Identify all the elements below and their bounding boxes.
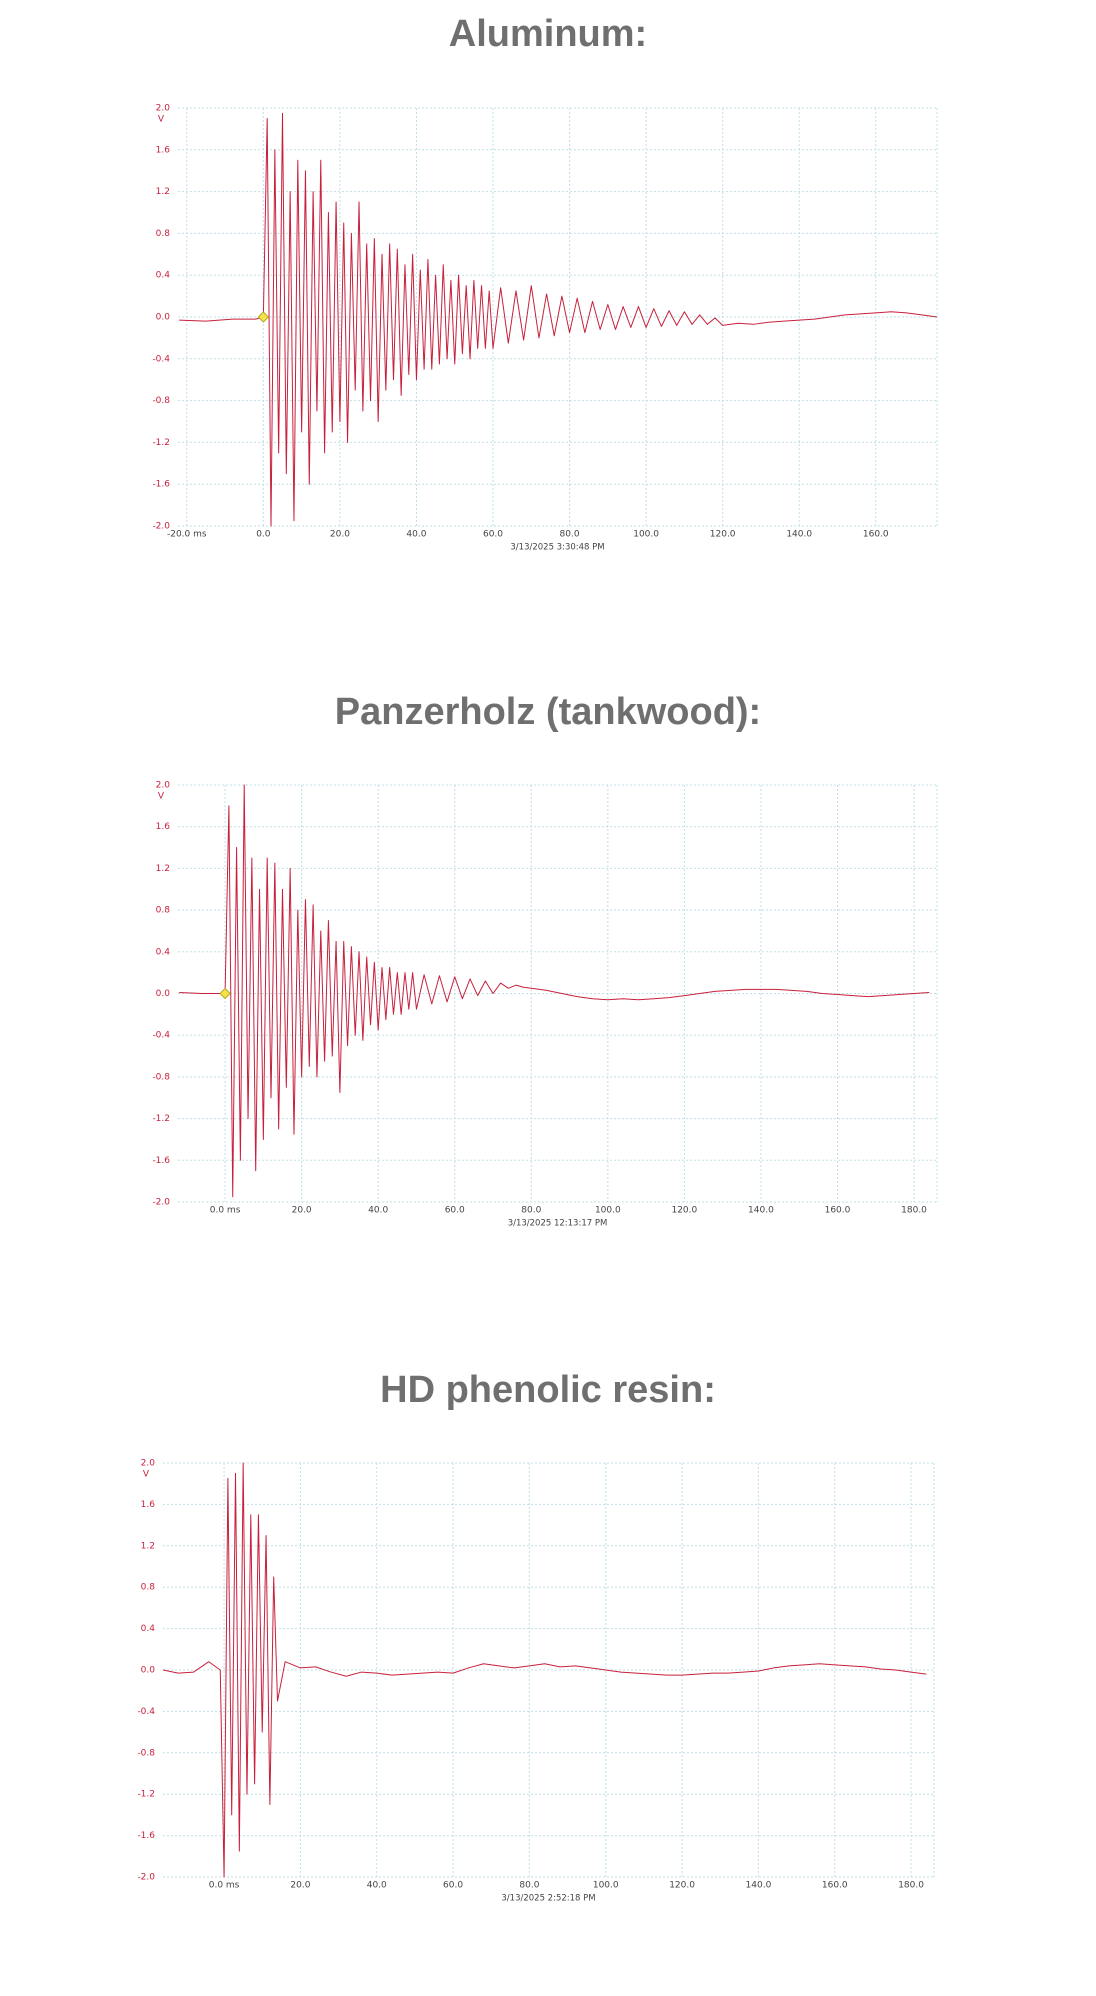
x-tick-label: 80.0 [519, 1881, 539, 1891]
x-tick-label: 160.0 [825, 1206, 851, 1216]
y-tick-label: -1.6 [152, 1156, 170, 1166]
x-tick-label: 60.0 [443, 1881, 463, 1891]
y-tick-label: -0.4 [152, 354, 170, 364]
x-axis-label: 3/13/2025 2:52:18 PM [501, 1894, 595, 1904]
y-tick-label: 1.6 [156, 145, 171, 155]
x-tick-label: 0.0 [256, 530, 271, 540]
y-tick-label: 0.0 [141, 1666, 156, 1676]
chart-title: Aluminum: [449, 13, 647, 55]
x-tick-label: 20.0 [330, 530, 350, 540]
x-tick-label: 100.0 [595, 1206, 621, 1216]
y-unit: V [143, 1470, 150, 1480]
x-tick-label: 40.0 [367, 1881, 387, 1891]
x-tick-label: -20.0 ms [167, 530, 207, 540]
x-tick-label: 100.0 [633, 530, 659, 540]
x-tick-label: 60.0 [483, 530, 503, 540]
x-tick-label: 80.0 [560, 530, 580, 540]
x-tick-label: 40.0 [368, 1206, 388, 1216]
y-tick-label: 2.0 [156, 781, 171, 791]
y-tick-label: 0.4 [156, 271, 171, 281]
trigger-marker [219, 987, 231, 1000]
chart-title: HD phenolic resin: [380, 1369, 716, 1411]
y-tick-label: -0.8 [152, 1072, 170, 1082]
x-tick-label: 60.0 [445, 1206, 465, 1216]
y-tick-label: 1.2 [156, 187, 170, 197]
trigger-marker [257, 311, 270, 323]
y-tick-label: 0.8 [141, 1583, 156, 1593]
y-tick-label: 1.6 [141, 1500, 156, 1510]
y-unit: V [158, 115, 165, 125]
x-tick-label: 20.0 [292, 1206, 312, 1216]
signal-line [179, 784, 930, 1198]
y-tick-label: -1.6 [137, 1831, 155, 1841]
x-axis-label: 3/13/2025 12:13:17 PM [508, 1219, 608, 1229]
x-tick-label: 140.0 [746, 1881, 772, 1891]
x-tick-label: 180.0 [898, 1881, 924, 1891]
y-tick-label: -1.2 [152, 438, 170, 448]
y-tick-label: -0.4 [152, 1031, 170, 1041]
y-tick-label: -2.0 [152, 1198, 170, 1208]
x-tick-label: 100.0 [593, 1881, 619, 1891]
y-tick-label: 1.2 [141, 1541, 155, 1551]
x-tick-label: 160.0 [822, 1881, 848, 1891]
x-tick-label: 40.0 [406, 530, 426, 540]
y-tick-label: -0.4 [137, 1707, 155, 1717]
signal-line [162, 1462, 927, 1878]
y-tick-label: 0.0 [156, 989, 171, 999]
y-tick-label: 0.4 [141, 1624, 156, 1634]
x-tick-label: 140.0 [748, 1206, 774, 1216]
y-tick-label: 0.0 [156, 313, 171, 323]
y-tick-label: 0.4 [156, 947, 171, 957]
y-tick-label: -0.8 [137, 1748, 155, 1758]
x-tick-label: 180.0 [901, 1206, 927, 1216]
y-tick-label: -1.2 [137, 1790, 155, 1800]
chart-title: Panzerholz (tankwood): [335, 691, 761, 733]
x-tick-label: 120.0 [710, 530, 736, 540]
y-tick-label: -1.6 [152, 480, 170, 490]
y-tick-label: 0.8 [156, 906, 171, 916]
y-tick-label: 0.8 [156, 229, 171, 239]
x-tick-label: 20.0 [290, 1881, 310, 1891]
signal-line [179, 112, 938, 527]
y-tick-label: -1.2 [152, 1114, 170, 1124]
y-tick-label: 2.0 [156, 104, 171, 114]
y-tick-label: -2.0 [152, 522, 170, 532]
y-tick-label: -0.8 [152, 396, 170, 406]
y-tick-label: 1.6 [156, 822, 171, 832]
x-tick-label: 0.0 ms [210, 1206, 241, 1216]
x-tick-label: 160.0 [863, 530, 889, 540]
x-axis-label: 3/13/2025 3:30:48 PM [510, 543, 604, 553]
x-tick-label: 120.0 [671, 1206, 697, 1216]
x-tick-label: 140.0 [786, 530, 812, 540]
x-tick-label: 80.0 [521, 1206, 541, 1216]
x-tick-label: 120.0 [669, 1881, 695, 1891]
x-tick-label: 0.0 ms [209, 1881, 240, 1891]
y-tick-label: 1.2 [156, 864, 170, 874]
y-unit: V [158, 792, 165, 802]
y-tick-label: -2.0 [137, 1873, 155, 1883]
y-tick-label: 2.0 [141, 1459, 156, 1469]
